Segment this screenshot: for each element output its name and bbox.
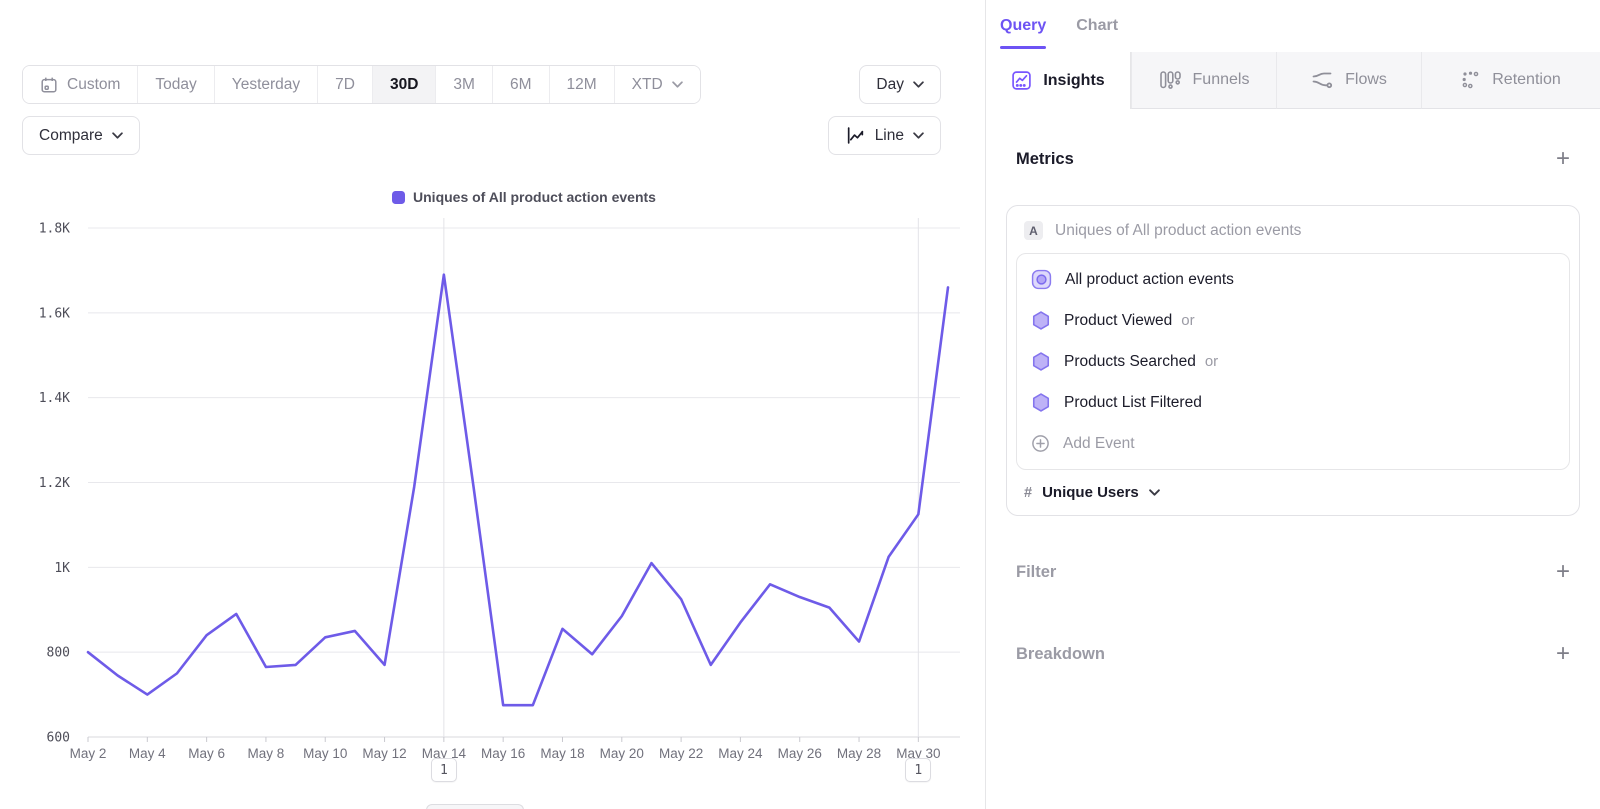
line-chart-icon <box>845 125 866 146</box>
series-title: Uniques of All product action events <box>1055 221 1302 239</box>
add-filter-button[interactable]: + <box>1555 558 1570 585</box>
x-tick-label: May 12 <box>362 746 406 761</box>
metric-card: A Uniques of All product action events A… <box>1006 205 1580 516</box>
range-7d-button[interactable]: 7D <box>317 66 372 103</box>
x-tick-label: May 24 <box>718 746 763 761</box>
tab-query[interactable]: Query <box>1000 0 1047 52</box>
funnels-icon <box>1159 70 1182 91</box>
legend-swatch <box>392 190 406 204</box>
filter-title: Filter <box>1016 562 1057 581</box>
x-tick-label: May 16 <box>481 746 525 761</box>
event-hexagon-icon <box>1031 351 1051 372</box>
insights-icon <box>1011 70 1032 91</box>
breakdown-section-header: Breakdown + <box>1016 640 1570 667</box>
range-today-button[interactable]: Today <box>137 66 214 103</box>
tab-insights[interactable]: Insights <box>986 52 1131 109</box>
annotation-badge[interactable]: 1 <box>430 758 457 782</box>
x-tick-label: May 8 <box>248 746 285 761</box>
granularity-dropdown[interactable]: Day <box>859 65 941 104</box>
tab-retention[interactable]: Retention <box>1421 52 1600 109</box>
x-tick-label: May 26 <box>778 746 822 761</box>
x-tick-label: May 18 <box>540 746 584 761</box>
tab-funnels[interactable]: Funnels <box>1131 52 1276 109</box>
tab-flows[interactable]: Flows <box>1276 52 1421 109</box>
range-xtd-button[interactable]: XTD <box>613 66 700 103</box>
event-hexagon-icon <box>1031 392 1051 413</box>
chevron-down-icon <box>111 132 123 139</box>
x-tick-label: May 10 <box>303 746 347 761</box>
x-tick-label: May 2 <box>70 746 107 761</box>
chevron-down-icon <box>913 132 924 139</box>
query-panel: Query Chart Insights <box>985 0 1600 809</box>
chart-type-dropdown[interactable]: Line <box>827 116 941 155</box>
x-tick-label: May 4 <box>129 746 166 761</box>
breakdown-title: Breakdown <box>1016 644 1105 663</box>
range-30d-button[interactable]: 30D <box>371 66 436 103</box>
range-3m-button[interactable]: 3M <box>435 66 492 103</box>
event-row-product-viewed[interactable]: Product Viewed or <box>1017 300 1569 341</box>
x-tick-label: May 30 <box>896 746 940 761</box>
flows-icon <box>1311 71 1334 90</box>
compare-toolbar: Compare Line <box>22 116 941 155</box>
aggregation-selector[interactable]: # Unique Users <box>1016 470 1570 503</box>
legend-label: Uniques of All product action events <box>413 189 656 205</box>
custom-event-icon <box>1031 269 1052 290</box>
add-circle-icon <box>1031 434 1050 453</box>
y-tick-label: 600 <box>47 731 70 746</box>
report-type-tabs: Insights Funnels <box>986 52 1600 109</box>
annotations-summary-partial[interactable] <box>426 804 524 809</box>
filter-section-header: Filter + <box>1016 558 1570 585</box>
x-tick-label: May 20 <box>600 746 644 761</box>
events-card: All product action events Product Viewed… <box>1016 253 1570 470</box>
y-tick-label: 1.2K <box>39 476 70 491</box>
event-row-product-list-filtered[interactable]: Product List Filtered <box>1017 382 1569 423</box>
line-chart: 600 800 1K 1.2K 1.4K 1.6K 1.8K May 2 May 4 May 6 M… <box>39 218 960 761</box>
chevron-down-icon <box>1148 489 1160 496</box>
y-tick-label: 1.8K <box>39 222 70 237</box>
panel-header: Query Chart <box>986 0 1600 52</box>
chart-pane: 600 800 1K 1.2K 1.4K 1.6K 1.8K May 2 May 4 May 6 M… <box>22 65 960 809</box>
y-tick-label: 1.6K <box>39 306 70 321</box>
y-tick-label: 1.4K <box>39 391 70 406</box>
chevron-down-icon <box>913 81 924 88</box>
x-tick-label: May 22 <box>659 746 703 761</box>
range-label: Custom <box>67 75 121 93</box>
x-tick-label: May 14 <box>422 746 467 761</box>
add-breakdown-button[interactable]: + <box>1555 640 1570 667</box>
chevron-down-icon <box>671 81 683 88</box>
series-line[interactable] <box>86 273 950 707</box>
x-tick-label: May 6 <box>188 746 225 761</box>
series-badge: A <box>1024 221 1043 240</box>
annotation-badge[interactable]: 1 <box>905 758 932 782</box>
y-tick-label: 1K <box>54 561 70 576</box>
add-metric-button[interactable]: + <box>1555 145 1570 172</box>
metrics-title: Metrics <box>1016 149 1074 168</box>
chart-legend: Uniques of All product action events <box>88 189 960 205</box>
range-custom-button[interactable]: Custom <box>23 66 138 103</box>
event-row-products-searched[interactable]: Products Searched or <box>1017 341 1569 382</box>
range-yesterday-button[interactable]: Yesterday <box>213 66 318 103</box>
compare-dropdown[interactable]: Compare <box>22 116 140 155</box>
calendar-icon <box>40 76 58 94</box>
tab-chart[interactable]: Chart <box>1076 17 1119 34</box>
range-6m-button[interactable]: 6M <box>491 66 549 103</box>
active-tab-underline <box>1000 46 1047 49</box>
y-tick-label: 800 <box>47 646 70 661</box>
event-hexagon-icon <box>1031 310 1051 331</box>
add-event-button[interactable]: Add Event <box>1017 423 1569 464</box>
date-toolbar: Custom Today Yesterday 7D 30D 3M 6M 12M … <box>22 65 941 104</box>
date-range-control: Custom Today Yesterday 7D 30D 3M 6M 12M … <box>22 65 701 104</box>
x-tick-label: May 28 <box>837 746 881 761</box>
hash-icon: # <box>1024 484 1033 501</box>
retention-icon <box>1461 70 1481 90</box>
range-12m-button[interactable]: 12M <box>548 66 614 103</box>
event-row-all-product-action-events[interactable]: All product action events <box>1017 259 1569 300</box>
panel-body: Metrics + A Uniques of All product actio… <box>986 145 1600 667</box>
metrics-section-header: Metrics + <box>1016 145 1570 172</box>
metric-series-header[interactable]: A Uniques of All product action events <box>1016 221 1570 240</box>
